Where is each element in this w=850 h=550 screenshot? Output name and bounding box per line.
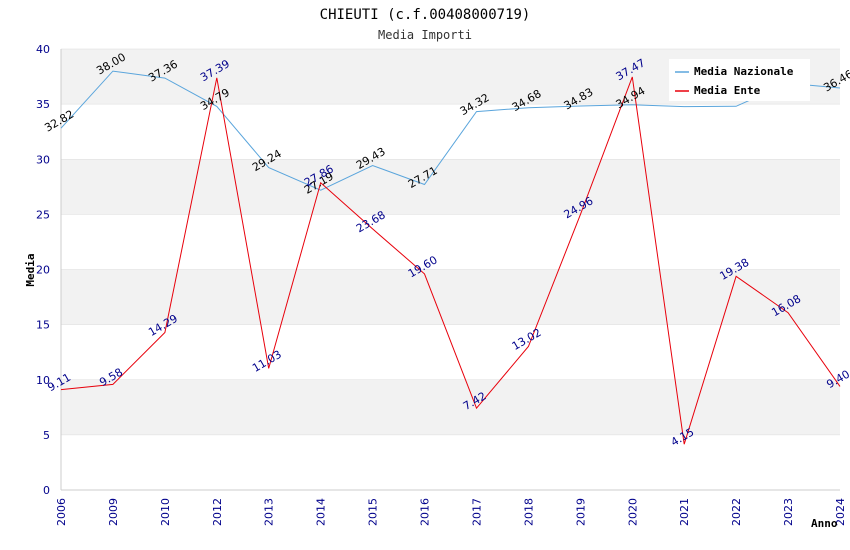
legend-label-media-ente: Media Ente — [694, 84, 761, 97]
legend-box — [669, 59, 810, 101]
x-tick-label: 2022 — [730, 498, 743, 526]
chart-title: CHIEUTI (c.f.00408000719) — [320, 7, 531, 23]
x-tick-label: 2023 — [782, 498, 795, 526]
y-tick-labels: 0 5 10 15 20 25 30 35 40 — [36, 43, 50, 497]
y-tick-label: 15 — [36, 319, 50, 332]
series-lines — [60, 70, 841, 445]
x-tick-labels: 2006 2009 2010 2012 2013 2014 2015 2016 2017 2018… — [55, 498, 847, 526]
grid-band — [61, 379, 840, 435]
y-tick-label: 35 — [36, 98, 50, 111]
x-tick-label: 2013 — [263, 498, 276, 526]
x-tick-label: 2017 — [470, 498, 483, 526]
y-axis-label: Media — [24, 253, 37, 286]
x-axis-label: Anno — [811, 517, 838, 530]
legend: Media Nazionale Media Ente — [669, 59, 810, 101]
grid-bands — [61, 49, 840, 435]
x-tick-label: 2018 — [522, 498, 535, 526]
chart-subtitle: Media Importi — [378, 28, 472, 42]
y-tick-label: 0 — [43, 484, 50, 497]
x-tick-label: 2010 — [159, 498, 172, 526]
x-tick-label: 2020 — [626, 498, 639, 526]
y-tick-label: 30 — [36, 153, 50, 166]
y-tick-label: 40 — [36, 43, 50, 56]
grid-band — [61, 159, 840, 215]
gridlines — [61, 48, 840, 491]
x-tick-label: 2016 — [419, 498, 432, 526]
x-tick-label: 2015 — [367, 498, 380, 526]
x-tick-label: 2024 — [834, 498, 847, 526]
y-tick-label: 5 — [43, 429, 50, 442]
series-line-media-ente — [60, 76, 841, 445]
x-tick-label: 2009 — [107, 498, 120, 526]
grid-band — [61, 269, 840, 325]
y-tick-label: 10 — [36, 374, 50, 387]
x-tick-label: 2006 — [55, 498, 68, 526]
legend-label-media-nazionale: Media Nazionale — [694, 65, 794, 78]
axes — [60, 49, 840, 491]
x-tick-label: 2019 — [574, 498, 587, 526]
x-tick-label: 2014 — [315, 498, 328, 526]
series-line-media-nazionale — [60, 70, 841, 191]
y-tick-label: 25 — [36, 208, 50, 221]
y-tick-label: 20 — [36, 264, 50, 277]
x-tick-label: 2021 — [678, 498, 691, 526]
x-tick-label: 2012 — [211, 498, 224, 526]
